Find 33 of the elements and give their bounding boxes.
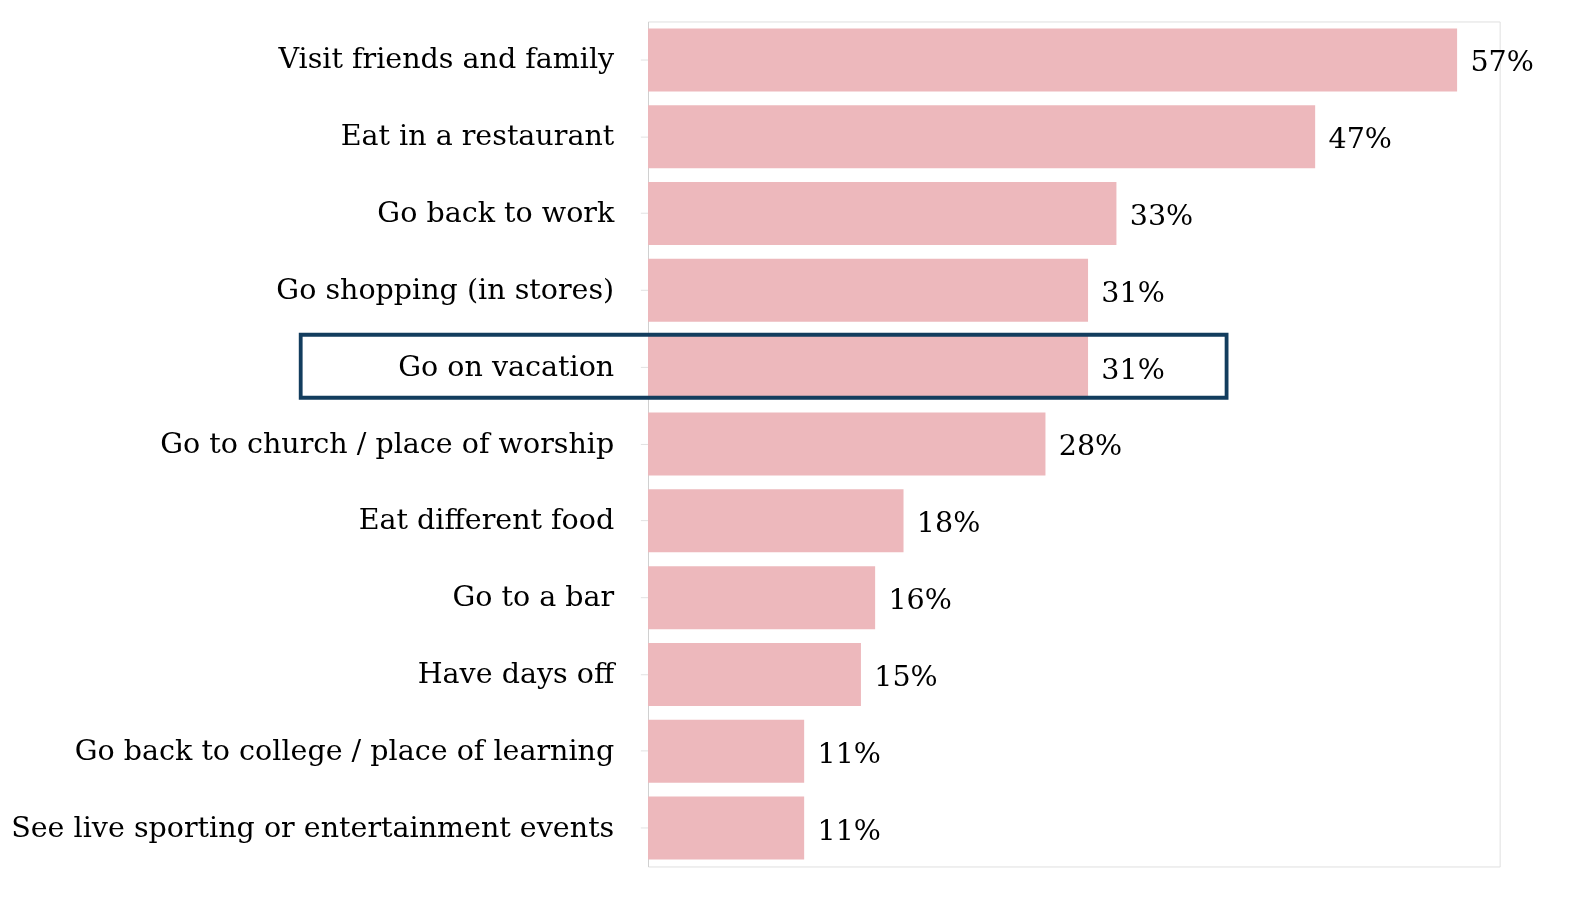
data-label: 15% <box>874 659 938 693</box>
y-tick-label: Go to church / place of worship <box>160 426 615 460</box>
data-label: 16% <box>888 583 952 617</box>
bar <box>648 412 1046 476</box>
bar <box>648 642 861 706</box>
y-tick-label: Go back to work <box>377 196 615 230</box>
bar <box>648 335 1089 399</box>
data-label: 57% <box>1470 45 1534 79</box>
y-tick-label: Go back to college / place of learning <box>74 733 615 767</box>
bar <box>648 105 1316 169</box>
y-tick-label: Visit friends and family <box>277 42 616 76</box>
y-tick-label: Go to a bar <box>452 580 615 614</box>
y-tick-label: Eat different food <box>358 503 615 537</box>
data-label: 28% <box>1058 429 1123 463</box>
data-label: 31% <box>1101 352 1165 386</box>
data-label: 18% <box>916 506 981 540</box>
y-tick-label: Eat in a restaurant <box>340 119 615 153</box>
y-tick-label: Have days off <box>417 657 616 691</box>
y-tick-label: Go on vacation <box>398 349 615 383</box>
bar <box>648 719 805 783</box>
y-tick-label: See live sporting or entertainment events <box>11 810 615 844</box>
bar <box>648 566 876 630</box>
data-label: 33% <box>1129 198 1194 232</box>
data-label: 11% <box>817 813 881 847</box>
y-tick-label: Go shopping (in stores) <box>276 272 615 306</box>
bar <box>648 489 904 553</box>
data-label: 11% <box>817 736 881 770</box>
data-label: 47% <box>1328 122 1392 156</box>
data-label: 31% <box>1101 275 1165 309</box>
bar <box>648 796 805 860</box>
bar <box>648 28 1458 92</box>
bar <box>648 258 1089 322</box>
bar <box>648 182 1117 246</box>
